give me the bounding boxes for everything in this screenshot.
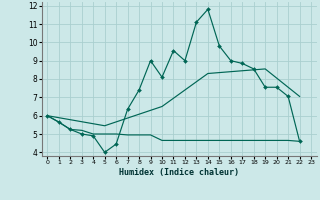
X-axis label: Humidex (Indice chaleur): Humidex (Indice chaleur) bbox=[119, 168, 239, 177]
